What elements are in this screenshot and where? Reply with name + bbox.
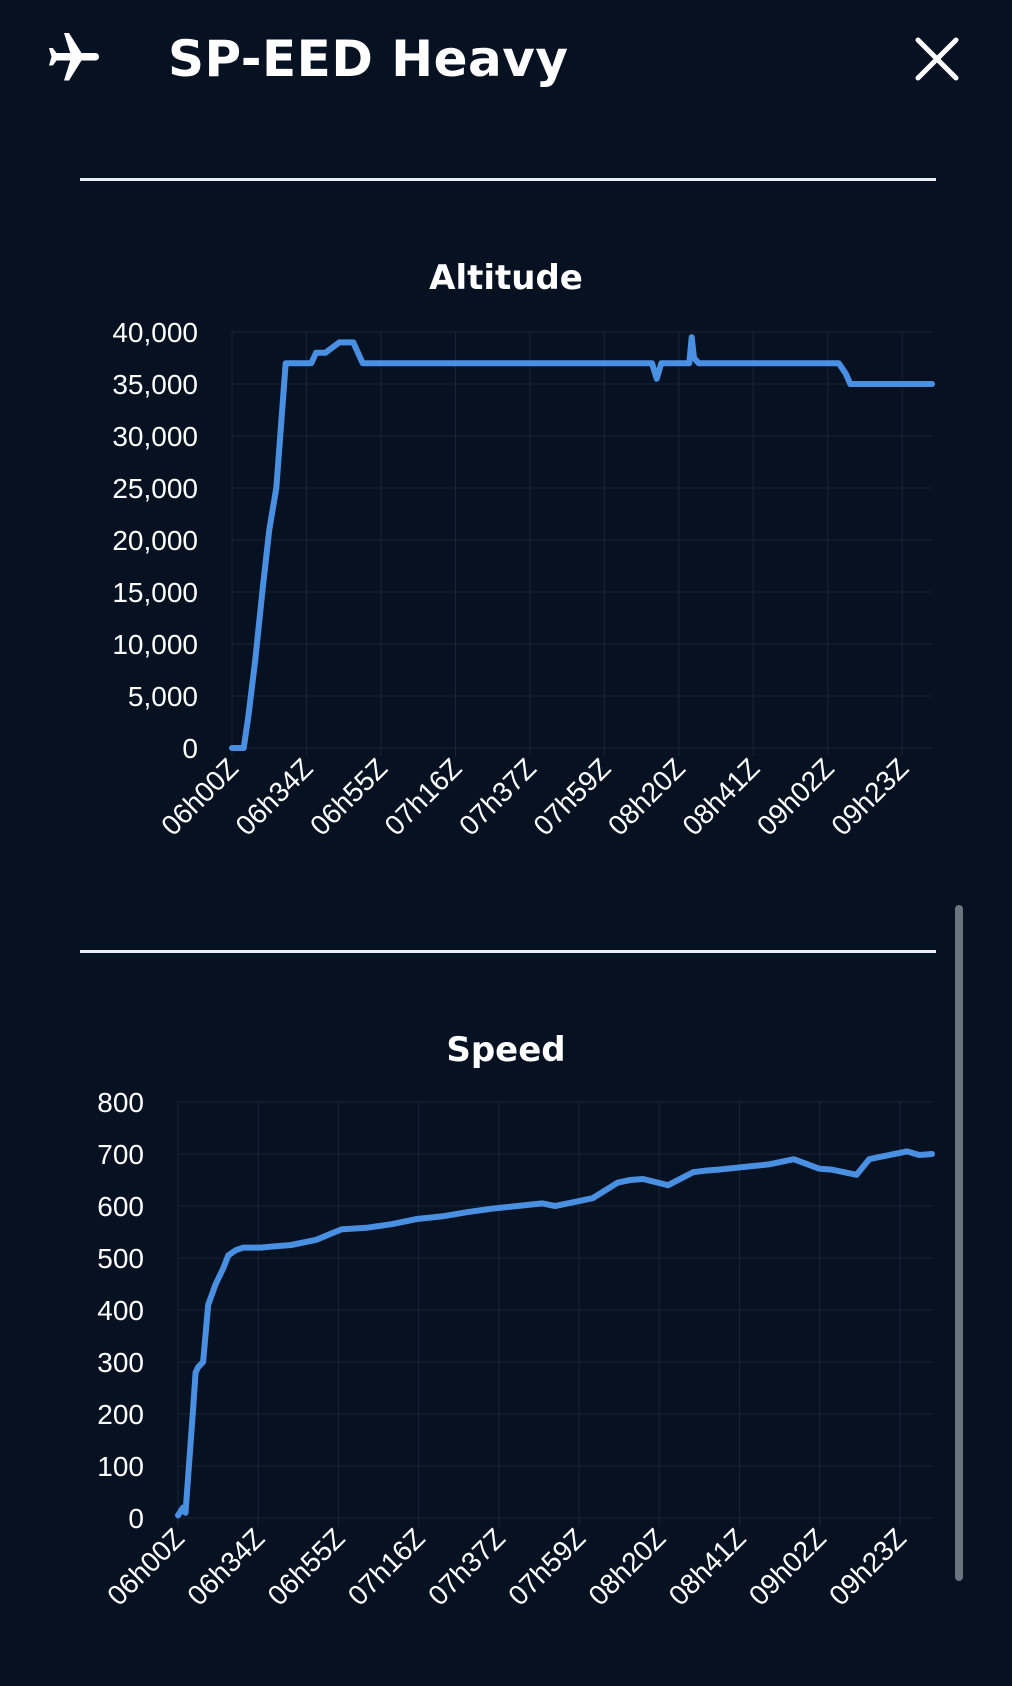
- y-tick-label: 600: [97, 1191, 144, 1222]
- y-tick-label: 800: [97, 1087, 144, 1118]
- y-tick-label: 25,000: [112, 473, 198, 504]
- y-tick-label: 400: [97, 1295, 144, 1326]
- x-tick-label: 09h23Z: [825, 752, 914, 841]
- x-tick-label: 06h34Z: [181, 1522, 270, 1611]
- x-tick-label: 09h23Z: [823, 1522, 912, 1611]
- y-tick-label: 200: [97, 1399, 144, 1430]
- altitude-chart: 0 5,000 10,000 15,000 20,000 25,000 30,000 35,0…: [112, 317, 935, 841]
- y-tick-label: 0: [182, 733, 198, 764]
- x-tick-label: 06h55Z: [262, 1522, 351, 1611]
- x-tick-label: 08h20Z: [582, 1522, 671, 1611]
- x-tick-label: 08h20Z: [602, 752, 691, 841]
- x-tick-label: 07h37Z: [422, 1522, 511, 1611]
- airplane-icon: [49, 33, 99, 81]
- x-tick-label: 06h55Z: [304, 752, 393, 841]
- altitude-chart-title: Altitude: [429, 258, 583, 298]
- section-divider: [80, 178, 936, 181]
- x-tick-label: 07h59Z: [528, 752, 617, 841]
- header: SP-EED Heavy: [0, 0, 1012, 130]
- x-tick-label: 09h02Z: [743, 1522, 832, 1611]
- x-tick-label: 09h02Z: [751, 752, 840, 841]
- speed-chart: 0 100 200 300 400 500 600 700 800 06h00Z06h34Z06h…: [97, 1087, 935, 1611]
- x-tick-label: 07h16Z: [342, 1522, 431, 1611]
- y-tick-label: 35,000: [112, 369, 198, 400]
- y-tick-label: 40,000: [112, 317, 198, 348]
- y-tick-label: 700: [97, 1139, 144, 1170]
- y-tick-label: 5,000: [128, 681, 198, 712]
- x-tick-label: 06h34Z: [230, 752, 319, 841]
- section-divider: [80, 950, 936, 953]
- y-tick-label: 20,000: [112, 525, 198, 556]
- scrollbar[interactable]: [955, 905, 963, 1581]
- x-tick-label: 06h00Z: [101, 1522, 190, 1611]
- speed-chart-title: Speed: [446, 1030, 566, 1070]
- y-tick-label: 300: [97, 1347, 144, 1378]
- x-tick-label: 07h16Z: [379, 752, 468, 841]
- close-icon[interactable]: [914, 36, 960, 82]
- x-tick-label: 07h37Z: [453, 752, 542, 841]
- y-tick-label: 10,000: [112, 629, 198, 660]
- y-tick-label: 100: [97, 1451, 144, 1482]
- y-tick-label: 30,000: [112, 421, 198, 452]
- y-tick-label: 0: [128, 1503, 144, 1534]
- x-tick-label: 06h00Z: [155, 752, 244, 841]
- x-tick-label: 07h59Z: [502, 1522, 591, 1611]
- x-tick-label: 08h41Z: [676, 752, 765, 841]
- altitude-series-line: [229, 334, 935, 751]
- y-tick-label: 500: [97, 1243, 144, 1274]
- speed-series-line: [175, 1148, 935, 1519]
- y-tick-label: 15,000: [112, 577, 198, 608]
- page-title: SP-EED Heavy: [168, 30, 569, 88]
- x-tick-label: 08h41Z: [663, 1522, 752, 1611]
